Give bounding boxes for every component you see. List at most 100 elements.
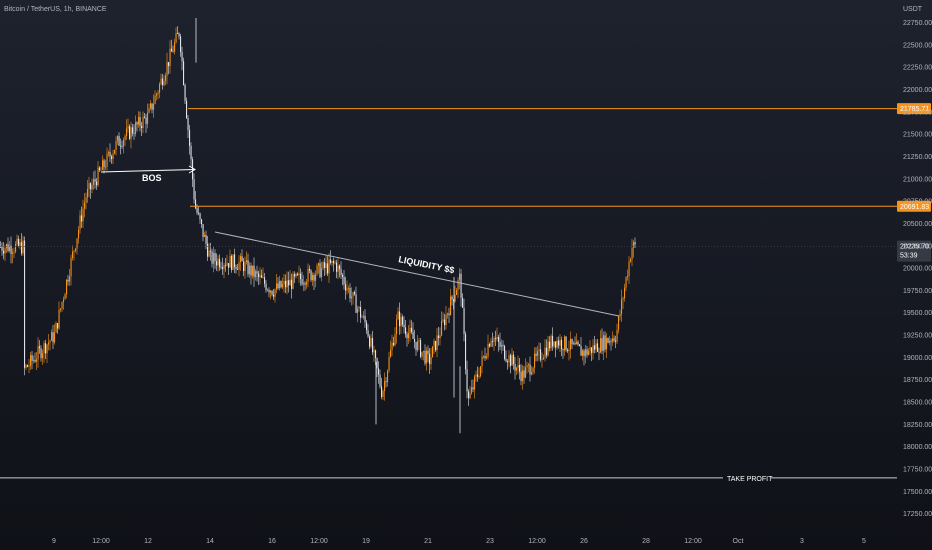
candle-body — [633, 242, 635, 248]
chart-title: Bitcoin / TetherUS, 1h, BINANCE — [4, 6, 107, 13]
candle-body — [526, 365, 528, 368]
candle-body — [579, 344, 581, 347]
candle-body — [430, 357, 432, 365]
candle-body — [352, 292, 354, 297]
candle-body — [48, 342, 50, 345]
candle-body — [591, 347, 593, 353]
candle-body — [559, 339, 561, 346]
candle-body — [585, 349, 587, 357]
candle-body — [502, 344, 504, 346]
candle-body — [115, 140, 117, 150]
candle-body — [13, 251, 15, 253]
candle-body — [231, 256, 233, 270]
time-axis[interactable]: 9 12:00 12 14 16 12:00 19 21 23 12:00 26 28 12:00 Oct… — [52, 538, 866, 545]
candle-body — [82, 208, 84, 222]
candle-body — [241, 256, 243, 262]
candle-body — [477, 374, 479, 377]
candle-body — [394, 334, 396, 346]
price-axis[interactable]: USDT 22750.00 22500.00 22250.00 22000.00 217… — [903, 6, 932, 518]
candle-body — [283, 280, 285, 285]
level-price-tag — [897, 200, 931, 212]
candle-body — [309, 268, 311, 271]
price-tick-label: 20750.00 — [903, 199, 932, 206]
candle-body — [276, 283, 278, 290]
candle-body — [525, 367, 527, 378]
candle-body — [528, 364, 530, 366]
candle-body — [600, 338, 602, 353]
time-tick-label: 19 — [362, 538, 370, 545]
time-tick-label: 12:00 — [528, 538, 546, 545]
candle-body — [592, 345, 594, 353]
candle-body — [325, 263, 327, 269]
price-tick-label: 22750.00 — [903, 20, 932, 27]
candle-body — [429, 353, 431, 365]
candle-body — [439, 335, 441, 339]
candle-body — [522, 370, 524, 382]
time-tick-label: 12 — [144, 538, 152, 545]
candle-body — [222, 267, 224, 269]
candle-body — [615, 340, 617, 342]
time-tick-label: 14 — [206, 538, 214, 545]
candle-body — [351, 296, 353, 299]
price-tick-label: 22000.00 — [903, 87, 932, 94]
candle-body — [70, 258, 72, 277]
candle-body — [349, 288, 351, 299]
candle-body — [586, 349, 588, 355]
candle-body — [516, 367, 518, 371]
candle-body — [618, 316, 620, 330]
price-tick-label: 18250.00 — [903, 422, 932, 429]
candle-body — [495, 338, 497, 340]
candle-body — [250, 265, 252, 276]
candle-body — [189, 129, 191, 146]
candle-body — [214, 253, 216, 262]
candle-body — [27, 365, 29, 367]
candle-body — [235, 266, 237, 269]
current-price-box — [897, 240, 931, 262]
candle-body — [39, 346, 41, 349]
candle-body — [573, 342, 575, 345]
candle-body — [109, 152, 111, 157]
candle-body — [160, 78, 162, 85]
candle-body — [163, 81, 165, 86]
price-tick-label: 21500.00 — [903, 132, 932, 139]
candle-body — [376, 358, 378, 369]
candle-body — [1, 246, 3, 251]
candle-body — [18, 238, 20, 246]
time-tick-label: 26 — [580, 538, 588, 545]
candle-body — [589, 347, 591, 352]
candle-body — [162, 78, 164, 86]
candle-body — [249, 265, 251, 275]
candle-body — [445, 314, 447, 326]
candle-body — [24, 240, 26, 368]
candle-body — [0, 246, 2, 248]
candle-body — [306, 282, 308, 285]
candle-body — [28, 365, 30, 367]
price-axis-unit: USDT — [903, 6, 923, 13]
candle-body — [561, 339, 563, 350]
candle-body — [91, 184, 93, 190]
candle-body — [234, 254, 236, 267]
candle-body — [424, 350, 426, 364]
candle-body — [31, 355, 33, 361]
candle-body — [454, 294, 456, 302]
candle-body — [369, 336, 371, 347]
candle-body — [441, 320, 443, 336]
candle-body — [492, 340, 494, 342]
candle-body — [97, 167, 99, 186]
candle-body — [343, 276, 345, 285]
candle-body — [370, 338, 372, 347]
candle-body — [129, 126, 131, 139]
candle-body — [483, 355, 485, 357]
price-tick-label: 21750.00 — [903, 109, 932, 116]
candle-body — [520, 371, 522, 382]
candle-body — [46, 344, 48, 354]
candle-body — [180, 36, 182, 52]
candle-body — [544, 347, 546, 358]
candle-body — [256, 271, 258, 274]
candle-body — [448, 313, 450, 316]
candle-body — [228, 263, 230, 268]
candle-body — [147, 112, 149, 124]
candle-body — [411, 327, 413, 333]
candle-body — [139, 117, 141, 126]
